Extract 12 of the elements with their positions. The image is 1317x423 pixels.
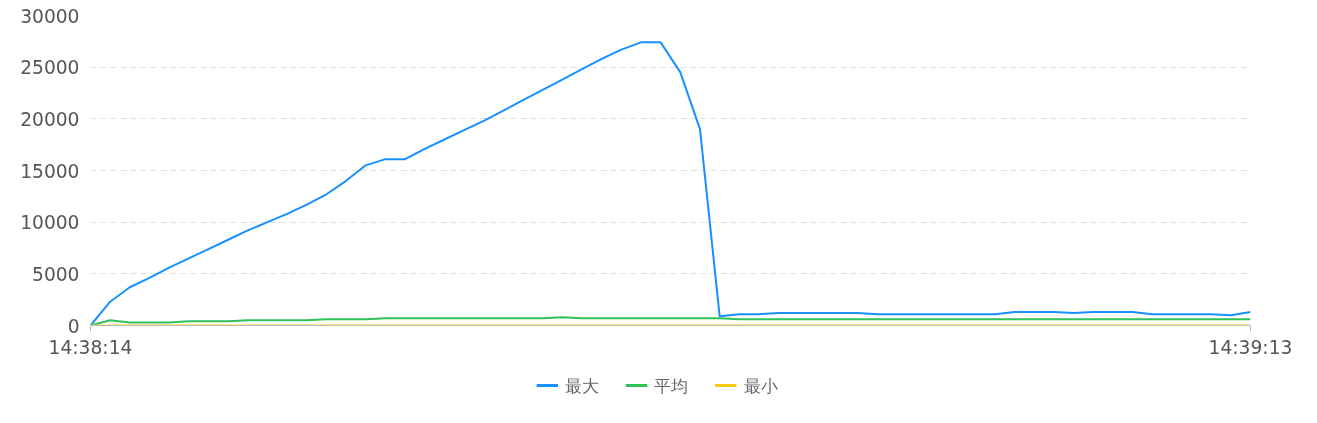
y-tick-label: 5000 bbox=[32, 263, 80, 285]
y-tick-label: 0 bbox=[67, 315, 80, 337]
legend-label: 最小 bbox=[743, 375, 778, 396]
y-tick-label: 20000 bbox=[20, 108, 80, 130]
y-tick-label: 30000 bbox=[20, 5, 80, 27]
y-tick-label: 10000 bbox=[20, 212, 80, 234]
y-tick-label: 25000 bbox=[20, 57, 80, 79]
y-tick-label: 15000 bbox=[20, 160, 80, 182]
legend-label: 最大 bbox=[565, 375, 600, 396]
legend-label: 平均 bbox=[654, 375, 689, 396]
x-tick-label: 14:39:13 bbox=[1208, 336, 1293, 358]
x-tick-label: 14:38:14 bbox=[48, 336, 133, 358]
